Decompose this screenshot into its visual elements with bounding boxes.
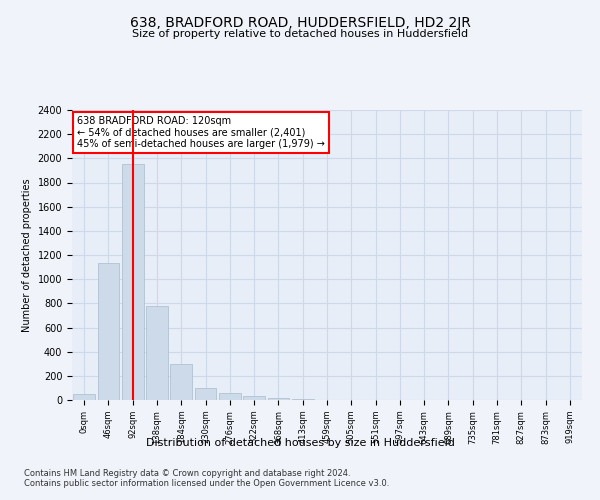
Bar — [243, 396, 265, 400]
Bar — [292, 399, 314, 400]
Bar — [122, 164, 143, 400]
Bar — [146, 306, 168, 400]
Bar — [219, 394, 241, 400]
Bar — [97, 264, 119, 400]
Text: Contains HM Land Registry data © Crown copyright and database right 2024.: Contains HM Land Registry data © Crown c… — [24, 469, 350, 478]
Text: Contains public sector information licensed under the Open Government Licence v3: Contains public sector information licen… — [24, 479, 389, 488]
Bar — [268, 398, 289, 400]
Bar — [194, 388, 217, 400]
Text: 638 BRADFORD ROAD: 120sqm
← 54% of detached houses are smaller (2,401)
45% of se: 638 BRADFORD ROAD: 120sqm ← 54% of detac… — [77, 116, 325, 149]
Text: Distribution of detached houses by size in Huddersfield: Distribution of detached houses by size … — [146, 438, 454, 448]
Text: Size of property relative to detached houses in Huddersfield: Size of property relative to detached ho… — [132, 29, 468, 39]
Y-axis label: Number of detached properties: Number of detached properties — [22, 178, 32, 332]
Text: 638, BRADFORD ROAD, HUDDERSFIELD, HD2 2JR: 638, BRADFORD ROAD, HUDDERSFIELD, HD2 2J… — [130, 16, 470, 30]
Bar — [73, 394, 95, 400]
Bar — [170, 364, 192, 400]
